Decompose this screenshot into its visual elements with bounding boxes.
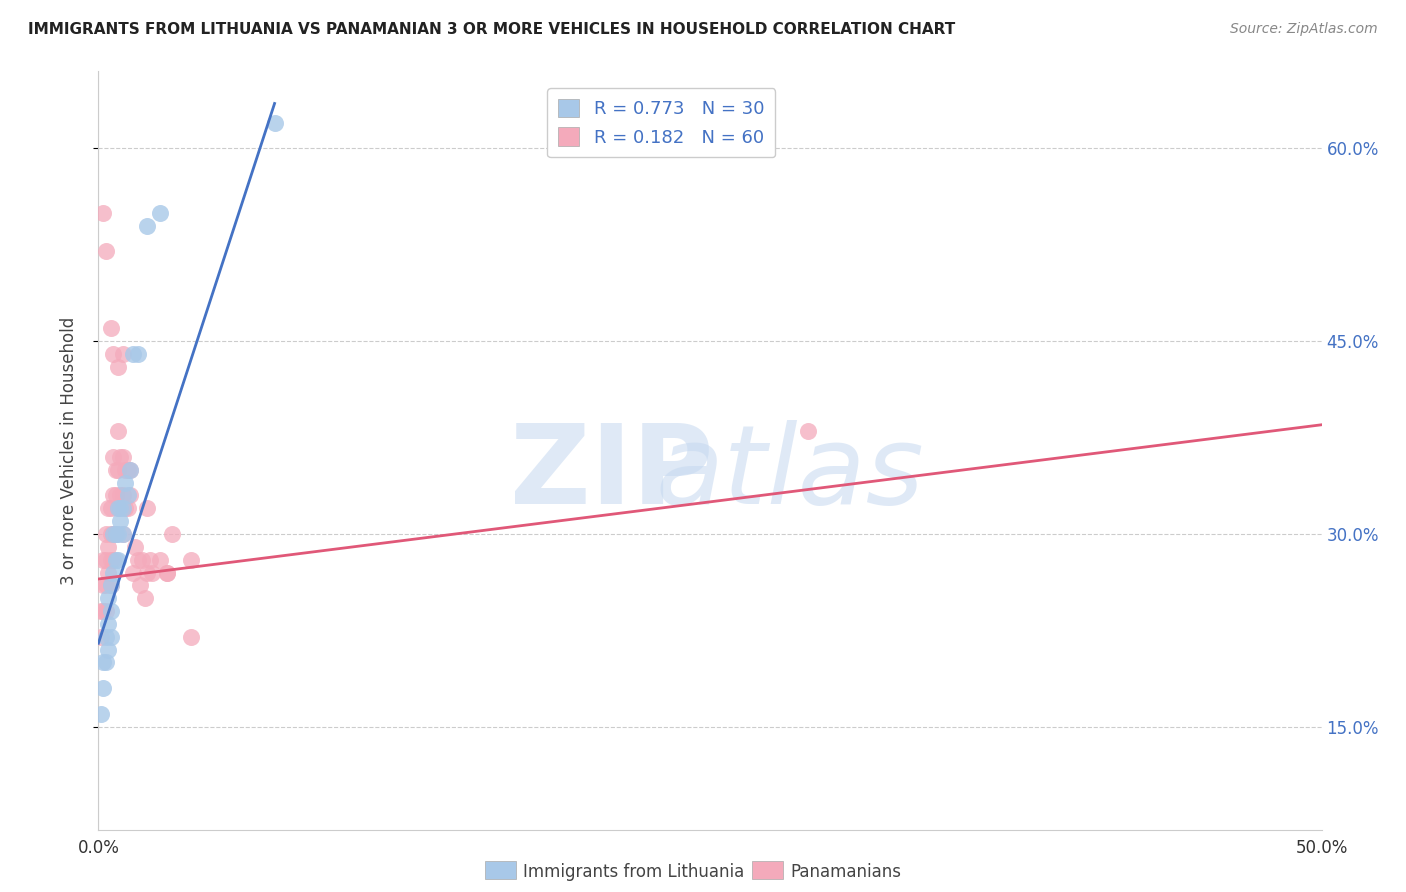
Point: [97, 566, 120, 580]
Point: [117, 463, 139, 477]
Point: [110, 450, 132, 464]
Point: [101, 450, 124, 464]
Legend: R = 0.773   N = 30, R = 0.182   N = 60: R = 0.773 N = 30, R = 0.182 N = 60: [547, 88, 775, 157]
Point: [114, 475, 136, 490]
Point: [91, 552, 114, 566]
Point: [91, 681, 114, 696]
Text: IMMIGRANTS FROM LITHUANIA VS PANAMANIAN 3 OR MORE VEHICLES IN HOUSEHOLD CORRELAT: IMMIGRANTS FROM LITHUANIA VS PANAMANIAN …: [28, 22, 955, 37]
Point: [97, 591, 120, 606]
Text: ZIP: ZIP: [510, 420, 714, 526]
Text: atlas: atlas: [655, 420, 924, 526]
Point: [101, 566, 124, 580]
Point: [117, 488, 139, 502]
Point: [110, 514, 132, 528]
Point: [101, 347, 124, 361]
Point: [111, 527, 134, 541]
Point: [127, 552, 149, 566]
Point: [797, 424, 820, 438]
Point: [111, 347, 134, 361]
Point: [120, 488, 142, 502]
Point: [104, 527, 127, 541]
Point: [97, 540, 120, 554]
Point: [110, 501, 132, 516]
Point: [121, 566, 143, 580]
Point: [97, 501, 120, 516]
Point: [91, 205, 114, 219]
Point: [91, 656, 114, 670]
Point: [94, 604, 117, 618]
Point: [104, 552, 127, 566]
Point: [100, 501, 122, 516]
Point: [107, 501, 129, 516]
Point: [149, 552, 172, 566]
Point: [94, 630, 117, 644]
Point: [107, 463, 129, 477]
Point: [90, 604, 112, 618]
Point: [107, 424, 129, 438]
Point: [114, 501, 136, 516]
Point: [156, 566, 179, 580]
Point: [121, 347, 143, 361]
Point: [107, 501, 129, 516]
Point: [136, 566, 159, 580]
Point: [117, 501, 139, 516]
Y-axis label: 3 or more Vehicles in Household: 3 or more Vehicles in Household: [59, 317, 77, 584]
Point: [107, 359, 129, 374]
Point: [136, 501, 159, 516]
Point: [100, 630, 122, 644]
Point: [160, 527, 183, 541]
Point: [114, 463, 136, 477]
Point: [129, 578, 152, 592]
Point: [94, 656, 117, 670]
Point: [136, 219, 159, 233]
Point: [101, 527, 124, 541]
Point: [156, 566, 179, 580]
Point: [127, 347, 149, 361]
Point: [100, 578, 122, 592]
Point: [111, 501, 134, 516]
Point: [94, 578, 117, 592]
Point: [97, 616, 120, 631]
Point: [110, 488, 132, 502]
Point: [141, 566, 163, 580]
Point: [100, 578, 122, 592]
Point: [94, 527, 117, 541]
Point: [104, 527, 127, 541]
Point: [97, 642, 120, 657]
Point: [120, 463, 142, 477]
Point: [100, 527, 122, 541]
Point: [180, 552, 202, 566]
Point: [131, 552, 153, 566]
Point: [120, 463, 142, 477]
Point: [180, 630, 202, 644]
Point: [111, 527, 134, 541]
Point: [263, 116, 285, 130]
Point: [111, 450, 134, 464]
Point: [101, 488, 124, 502]
Text: Immigrants from Lithuania: Immigrants from Lithuania: [523, 863, 744, 881]
Point: [101, 552, 124, 566]
Point: [124, 540, 146, 554]
Text: Source: ZipAtlas.com: Source: ZipAtlas.com: [1230, 22, 1378, 37]
Text: Panamanians: Panamanians: [790, 863, 901, 881]
Point: [100, 552, 122, 566]
Point: [104, 463, 127, 477]
Point: [107, 552, 129, 566]
Point: [91, 578, 114, 592]
Point: [100, 321, 122, 335]
Point: [94, 552, 117, 566]
Point: [100, 604, 122, 618]
Point: [134, 591, 156, 606]
Point: [91, 604, 114, 618]
Point: [90, 630, 112, 644]
Point: [94, 244, 117, 259]
Point: [149, 205, 172, 219]
Point: [90, 706, 112, 721]
Point: [101, 527, 124, 541]
Point: [139, 552, 162, 566]
Point: [104, 488, 127, 502]
Point: [111, 488, 134, 502]
Point: [107, 527, 129, 541]
